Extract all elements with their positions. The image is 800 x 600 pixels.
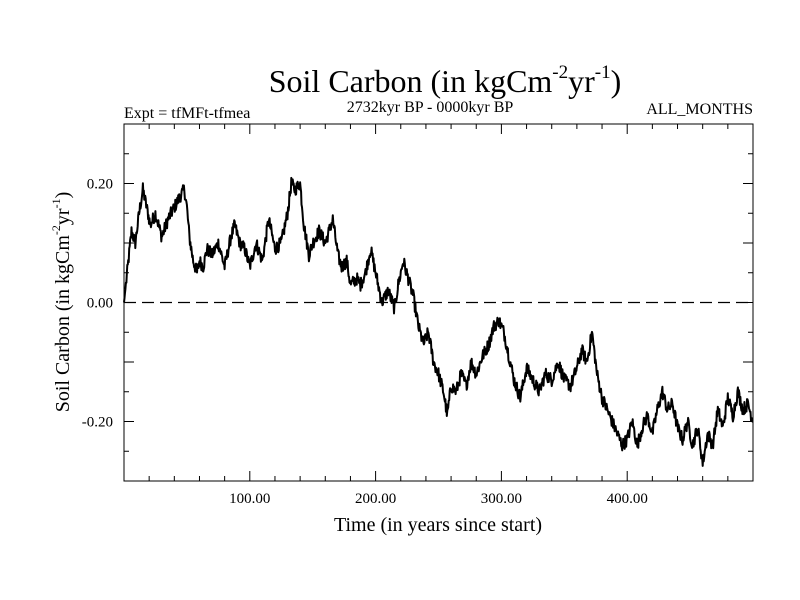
x-tick-label-200: 200.00 — [355, 491, 396, 507]
y-axis-label-sup2: -1 — [49, 198, 63, 208]
chart-title-sup1: -2 — [552, 62, 568, 83]
y-axis-label-end: ) — [52, 192, 74, 199]
y-axis-label: Soil Carbon (in kgCm-2yr-1) — [49, 192, 74, 413]
y-axis-label-mid: yr — [52, 208, 74, 225]
axis-tick-labels: 100.00 200.00 300.00 400.00 0.20 0.00 -0.20 — [82, 177, 648, 508]
chart-title-sup2: -1 — [595, 62, 611, 83]
x-tick-label-400: 400.00 — [607, 491, 648, 507]
experiment-label: Expt = tfMFt-tfmea — [124, 105, 250, 122]
y-tick-label-0-20: 0.20 — [87, 177, 113, 193]
y-axis-label-sup1: -2 — [49, 225, 63, 235]
series-line-soil-carbon — [123, 176, 754, 467]
x-tick-label-300: 300.00 — [481, 491, 522, 507]
axis-ticks — [124, 124, 753, 481]
months-label: ALL_MONTHS — [646, 101, 753, 118]
y-axis-label-main: Soil Carbon (in kgCm — [52, 235, 74, 413]
time-range-label: 2732kyr BP - 0000kyr BP — [347, 99, 514, 116]
chart-title-main: Soil Carbon (in kgCm — [269, 63, 553, 99]
y-tick-label-0-00: 0.00 — [87, 296, 113, 312]
chart-title-end: ) — [611, 63, 622, 99]
y-tick-label-neg-0-20: -0.20 — [82, 415, 113, 431]
x-axis-label: Time (in years since start) — [334, 514, 542, 536]
chart-title-mid: yr — [568, 63, 595, 99]
x-tick-label-100: 100.00 — [229, 491, 270, 507]
chart-title: Soil Carbon (in kgCm-2yr-1) — [269, 62, 622, 99]
